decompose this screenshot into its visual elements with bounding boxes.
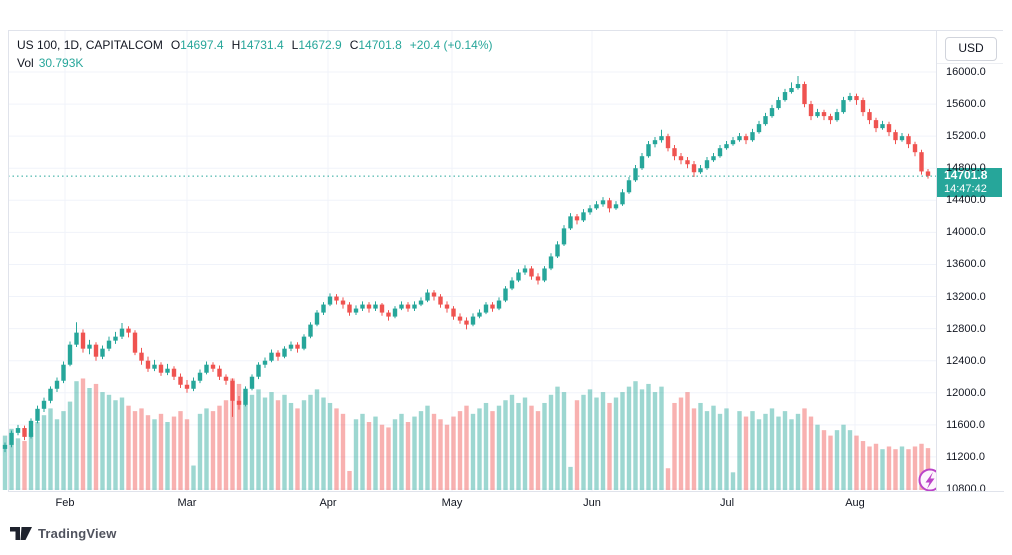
price-tick-label: 15600.0 <box>946 98 986 111</box>
legend-row-symbol: US 100, 1D, CAPITALCOM O14697.4 H14731.4 L1… <box>17 36 493 54</box>
price-tick-label: 15200.0 <box>946 130 986 143</box>
volume-value: 30.793K <box>38 56 84 70</box>
price-tick-label: 12000.0 <box>946 386 986 399</box>
bar-countdown: 14:47:42 <box>944 183 987 196</box>
tradingview-logo[interactable]: TradingView <box>10 526 117 541</box>
last-price-value: 14701.8 <box>944 168 988 183</box>
tradingview-logo-text: TradingView <box>38 526 117 541</box>
ohlc-label: C <box>349 38 359 52</box>
last-price-badge[interactable]: 14701.8 14:47:42 <box>937 168 1002 198</box>
price-tick-label: 16000.0 <box>946 66 986 78</box>
month-label: Aug <box>845 497 865 509</box>
price-tick-label: 13600.0 <box>946 258 986 271</box>
month-label: Jun <box>583 497 601 509</box>
time-axis[interactable]: Feb Mar Apr May Jun Jul Aug <box>8 491 1004 518</box>
price-tick-label: 14400.0 <box>946 194 986 207</box>
ohlc-label: O <box>170 38 181 52</box>
currency-button[interactable]: USD <box>945 37 997 61</box>
change-value: +20.4 (+0.14%) <box>409 38 493 52</box>
price-tick-label: 12400.0 <box>946 354 986 367</box>
tradingview-logo-icon <box>10 527 32 540</box>
month-label: Mar <box>177 497 197 509</box>
price-tick-label: 13200.0 <box>946 290 986 303</box>
ohlc-label: L <box>291 38 299 52</box>
month-label: May <box>441 497 463 509</box>
month-label: Apr <box>319 497 337 509</box>
ohlc-value: 14701.8 <box>358 38 402 52</box>
month-label: Jul <box>719 497 735 509</box>
volume-layer <box>2 378 931 490</box>
lightning-icon <box>925 472 935 489</box>
grid-layer <box>8 31 936 491</box>
symbol-title[interactable]: US 100, 1D, CAPITALCOM <box>17 38 163 52</box>
ohlc-value: 14672.9 <box>298 38 342 52</box>
price-tick-label: 11200.0 <box>946 450 985 463</box>
price-tick-label: 14800.0 <box>946 162 986 175</box>
price-tick-label: 12800.0 <box>946 322 986 335</box>
data-delay-bubble[interactable] <box>918 468 942 492</box>
ohlc-value: 14731.4 <box>240 38 284 52</box>
price-axis[interactable]: USD 14701.8 14:47:42 16000.0 15600.0 15200… <box>936 31 1003 495</box>
chart-legend: US 100, 1D, CAPITALCOM O14697.4 H14731.4 L1… <box>17 36 493 72</box>
ohlc-value: 14697.4 <box>180 38 224 52</box>
volume-label: Vol <box>17 56 34 70</box>
price-tick-label: 14000.0 <box>946 226 986 239</box>
price-axis-header: USD <box>937 31 1003 64</box>
candles-layer <box>2 76 931 453</box>
legend-row-volume: Vol 30.793K <box>17 54 493 72</box>
ohlc-label: H <box>231 38 241 52</box>
month-label: Feb <box>55 497 75 509</box>
price-tick-label: 11600.0 <box>946 418 985 431</box>
